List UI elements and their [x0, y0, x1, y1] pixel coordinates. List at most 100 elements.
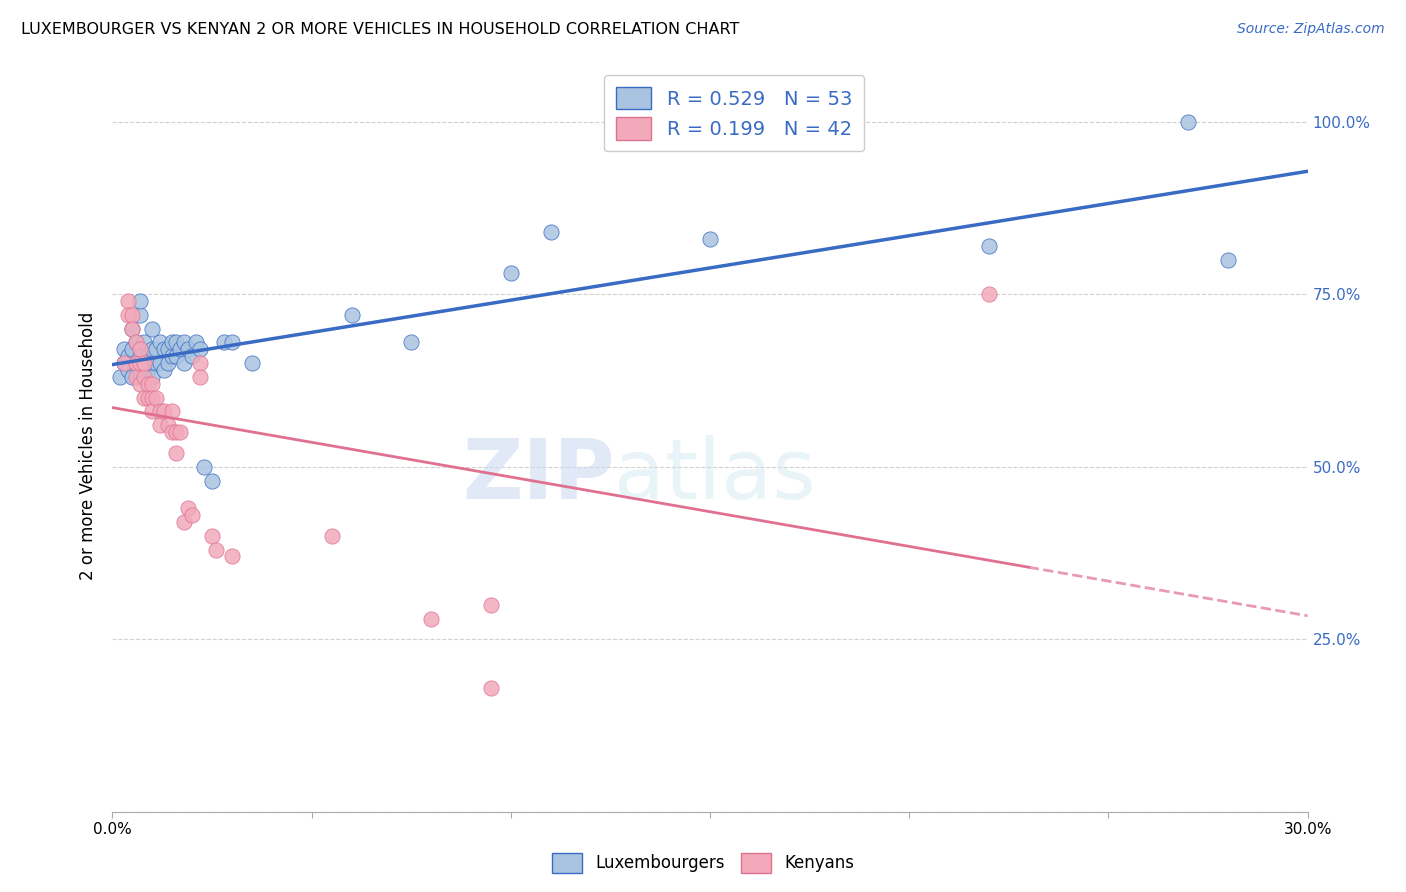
- Point: [169, 425, 191, 440]
- Point: [420, 611, 443, 625]
- Point: [121, 321, 143, 335]
- Point: [114, 356, 135, 370]
- Point: [149, 404, 172, 418]
- Point: [117, 308, 139, 322]
- Point: [153, 343, 176, 357]
- Point: [149, 335, 172, 350]
- Point: [1216, 252, 1239, 267]
- Point: [169, 343, 191, 357]
- Point: [479, 598, 502, 612]
- Point: [177, 343, 200, 357]
- Point: [205, 542, 228, 557]
- Point: [157, 418, 180, 433]
- Point: [162, 425, 183, 440]
- Point: [321, 529, 343, 543]
- Point: [134, 356, 156, 370]
- Point: [188, 343, 211, 357]
- Text: atlas: atlas: [614, 434, 815, 516]
- Point: [1177, 114, 1199, 128]
- Point: [125, 356, 148, 370]
- Point: [125, 370, 148, 384]
- Point: [121, 343, 143, 357]
- Point: [125, 335, 148, 350]
- Point: [165, 425, 187, 440]
- Point: [145, 343, 167, 357]
- Text: ZIP: ZIP: [463, 434, 614, 516]
- Point: [141, 404, 163, 418]
- Point: [153, 404, 176, 418]
- Point: [499, 267, 522, 281]
- Point: [129, 356, 152, 370]
- Point: [138, 363, 160, 377]
- Y-axis label: 2 or more Vehicles in Household: 2 or more Vehicles in Household: [79, 312, 97, 580]
- Point: [114, 343, 135, 357]
- Point: [153, 363, 176, 377]
- Point: [121, 308, 143, 322]
- Point: [977, 287, 1000, 301]
- Point: [188, 356, 211, 370]
- Point: [157, 343, 180, 357]
- Point: [221, 335, 243, 350]
- Point: [114, 356, 135, 370]
- Point: [134, 335, 156, 350]
- Text: LUXEMBOURGER VS KENYAN 2 OR MORE VEHICLES IN HOUSEHOLD CORRELATION CHART: LUXEMBOURGER VS KENYAN 2 OR MORE VEHICLE…: [21, 22, 740, 37]
- Point: [129, 308, 152, 322]
- Point: [212, 335, 235, 350]
- Point: [149, 356, 172, 370]
- Legend: Luxembourgers, Kenyans: Luxembourgers, Kenyans: [546, 847, 860, 880]
- Point: [141, 321, 163, 335]
- Point: [110, 370, 132, 384]
- Point: [977, 239, 1000, 253]
- Point: [141, 376, 163, 391]
- Point: [121, 321, 143, 335]
- Point: [141, 391, 163, 405]
- Point: [117, 363, 139, 377]
- Point: [173, 356, 195, 370]
- Point: [201, 529, 224, 543]
- Point: [173, 515, 195, 529]
- Point: [129, 294, 152, 309]
- Point: [188, 370, 211, 384]
- Point: [165, 446, 187, 460]
- Point: [177, 501, 200, 516]
- Point: [181, 349, 204, 363]
- Point: [141, 370, 163, 384]
- Point: [201, 474, 224, 488]
- Point: [240, 356, 263, 370]
- Point: [173, 335, 195, 350]
- Point: [221, 549, 243, 564]
- Point: [138, 349, 160, 363]
- Point: [134, 370, 156, 384]
- Point: [162, 404, 183, 418]
- Point: [117, 294, 139, 309]
- Point: [157, 356, 180, 370]
- Point: [125, 356, 148, 370]
- Point: [165, 335, 187, 350]
- Point: [149, 418, 172, 433]
- Point: [699, 232, 721, 246]
- Point: [165, 349, 187, 363]
- Point: [186, 335, 208, 350]
- Point: [121, 370, 143, 384]
- Point: [479, 681, 502, 695]
- Point: [181, 508, 204, 522]
- Point: [145, 391, 167, 405]
- Point: [540, 225, 562, 239]
- Point: [193, 459, 215, 474]
- Point: [138, 391, 160, 405]
- Point: [141, 343, 163, 357]
- Point: [340, 308, 363, 322]
- Point: [129, 370, 152, 384]
- Point: [117, 349, 139, 363]
- Text: Source: ZipAtlas.com: Source: ZipAtlas.com: [1237, 22, 1385, 37]
- Point: [134, 356, 156, 370]
- Point: [129, 343, 152, 357]
- Legend: R = 0.529   N = 53, R = 0.199   N = 42: R = 0.529 N = 53, R = 0.199 N = 42: [605, 75, 863, 152]
- Point: [401, 335, 423, 350]
- Point: [125, 335, 148, 350]
- Point: [129, 349, 152, 363]
- Point: [138, 376, 160, 391]
- Point: [129, 376, 152, 391]
- Point: [145, 356, 167, 370]
- Point: [162, 349, 183, 363]
